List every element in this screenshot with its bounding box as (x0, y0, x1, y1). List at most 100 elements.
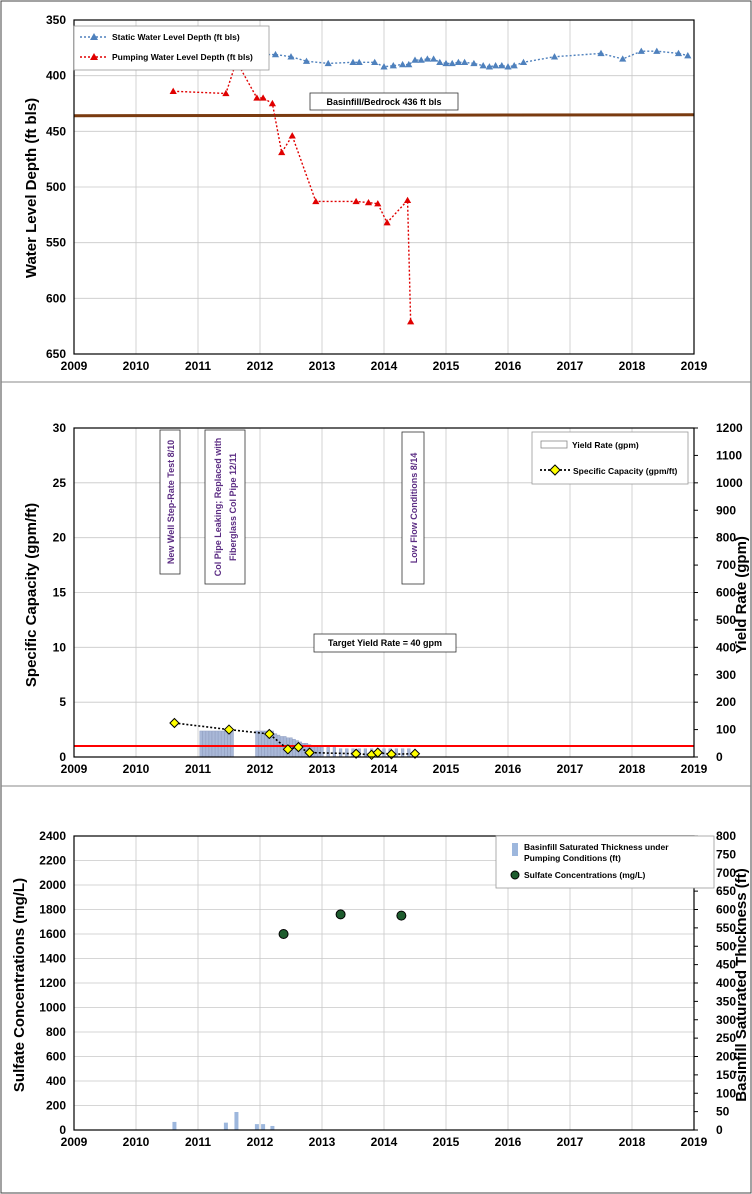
x-tick-label: 2017 (557, 359, 584, 373)
x-tick-label: 2012 (247, 762, 274, 776)
pumping-water-level-point (222, 89, 230, 97)
yield-rate-bar (202, 730, 206, 758)
bedrock-annotation: Basinfill/Bedrock 436 ft bls (309, 92, 459, 111)
static-water-level-point (442, 59, 450, 67)
y-tick-label: 1400 (39, 952, 66, 966)
y-axis-label-left: Specific Capacity (gpm/ft) (23, 503, 40, 687)
x-tick-label: 2015 (433, 762, 460, 776)
yield-rate-bar (261, 730, 265, 758)
y-tick-label: 200 (46, 1099, 66, 1113)
pumping-water-level-point (352, 197, 360, 205)
x-tick-label: 2013 (309, 1135, 336, 1149)
static-water-level-point (479, 62, 487, 69)
x-tick-label: 2019 (681, 762, 708, 776)
yield-rate-bar (326, 747, 330, 758)
y-tick-label: 10 (53, 640, 67, 654)
annotation-box (309, 92, 459, 111)
static-water-level-point (510, 62, 518, 69)
yield-rate-bar (258, 730, 262, 758)
y-tick-label-right: 1100 (716, 448, 742, 462)
x-tick-label: 2009 (61, 762, 88, 776)
legend: Yield Rate (gpm) Specific Capacity (gpm/… (531, 431, 689, 485)
static-water-level-point (485, 63, 493, 70)
x-tick-label: 2019 (681, 359, 708, 373)
note-low-flow-text: Low Flow Conditions 8/14 (409, 453, 419, 564)
sulfate-point (335, 909, 346, 920)
saturated-thickness-bar (234, 1111, 239, 1130)
y-tick-label-right: 450 (716, 958, 736, 972)
static-water-level-point (302, 57, 311, 64)
pumping-water-level-point (364, 198, 373, 206)
static-water-level-point (371, 58, 379, 66)
yield-rate-bar (199, 730, 203, 758)
y-tick-label-right: 200 (716, 1050, 736, 1064)
y-tick-label: 500 (46, 180, 66, 194)
static-water-level-point (684, 52, 692, 59)
y-tick-label-right: 750 (716, 847, 736, 861)
y-tick-label: 450 (46, 124, 66, 138)
note-col-pipe: Col Pipe Leaking; Replaced with Fibergla… (204, 429, 246, 585)
y-tick-label-right: 600 (716, 903, 736, 917)
x-tick-label: 2009 (61, 1135, 88, 1149)
y-tick-label-right: 100 (716, 723, 736, 737)
static-water-level-point (504, 63, 512, 70)
specific-capacity-point (409, 748, 421, 759)
y-tick-label-right: 250 (716, 1031, 736, 1045)
x-tick-label: 2014 (371, 1135, 398, 1149)
x-tick-label: 2010 (123, 762, 150, 776)
pumping-water-level-point (383, 219, 391, 226)
sulfate-point (278, 929, 289, 939)
y-tick-label-right: 400 (716, 976, 736, 990)
static-water-level-point (380, 63, 388, 70)
static-water-level-point (619, 55, 627, 62)
static-water-level-point (653, 47, 661, 54)
static-water-level-point (399, 60, 407, 68)
y-tick-label: 800 (46, 1025, 66, 1039)
y-tick-label: 600 (46, 291, 66, 305)
y-tick-label-right: 300 (716, 1013, 736, 1027)
legend: Static Water Level Depth (ft bls) Pumpin… (73, 25, 270, 71)
yield-rate-bar (227, 730, 231, 758)
static-water-level-line (232, 50, 688, 68)
saturated-thickness-bar (172, 1121, 177, 1130)
y-tick-label-right: 200 (716, 695, 736, 709)
x-tick-label: 2013 (309, 359, 336, 373)
yield-rate-bar (255, 730, 259, 758)
legend-label-sulfate: Sulfate Concentrations (mg/L) (524, 870, 646, 880)
static-water-level-point (349, 58, 357, 66)
yield-rate-bar (208, 730, 212, 758)
static-water-level-point (470, 59, 478, 67)
pumping-water-level-point (268, 99, 276, 107)
y-tick-label-right: 800 (716, 531, 736, 545)
sulfate-panel: 2009 2010 2011 2012 2013 2014 2015 2016 2017 2018… (11, 829, 750, 1149)
y-tick-label: 2000 (39, 878, 66, 892)
y-tick-label-right: 1200 (716, 421, 743, 435)
legend: Basinfill Saturated Thickness under Pump… (495, 835, 715, 889)
legend-box (495, 835, 715, 889)
y-tick-label-right: 300 (716, 668, 736, 682)
pumping-water-level-point (407, 318, 415, 325)
legend-marker-static (90, 33, 98, 40)
static-water-level-point (405, 60, 413, 68)
specific-capacity-panel: 2009 2010 2011 2012 2013 2014 2015 2016 2017 2018… (23, 421, 750, 776)
y-tick-label-right: 550 (716, 921, 736, 935)
target-annotation: Target Yield Rate = 40 gpm (313, 633, 457, 653)
legend-label-pumping: Pumping Water Level Depth (ft bls) (112, 52, 253, 62)
pumping-water-level-point (278, 148, 286, 156)
x-tick-label: 2014 (371, 762, 398, 776)
x-tick-label: 2009 (61, 359, 88, 373)
y-tick-label-right: 100 (716, 1086, 736, 1100)
static-water-level-point (417, 56, 425, 63)
static-water-level-point (461, 58, 469, 66)
legend-swatch-yield (540, 440, 568, 449)
x-tick-label: 2018 (619, 359, 646, 373)
legend-box (73, 25, 270, 71)
x-tick-label: 2010 (123, 1135, 150, 1149)
static-water-level-point (355, 58, 363, 66)
y-tick-label: 0 (59, 1123, 66, 1137)
x-tick-label: 2015 (433, 1135, 460, 1149)
yield-rate-bar (211, 730, 216, 758)
y-axis-label-left: Sulfate Concentrations (mg/L) (11, 878, 28, 1092)
y-tick-label: 1600 (39, 927, 66, 941)
static-water-level-point (519, 58, 528, 66)
